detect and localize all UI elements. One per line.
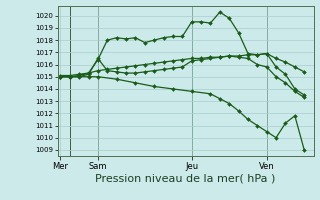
- X-axis label: Pression niveau de la mer( hPa ): Pression niveau de la mer( hPa ): [95, 173, 276, 183]
